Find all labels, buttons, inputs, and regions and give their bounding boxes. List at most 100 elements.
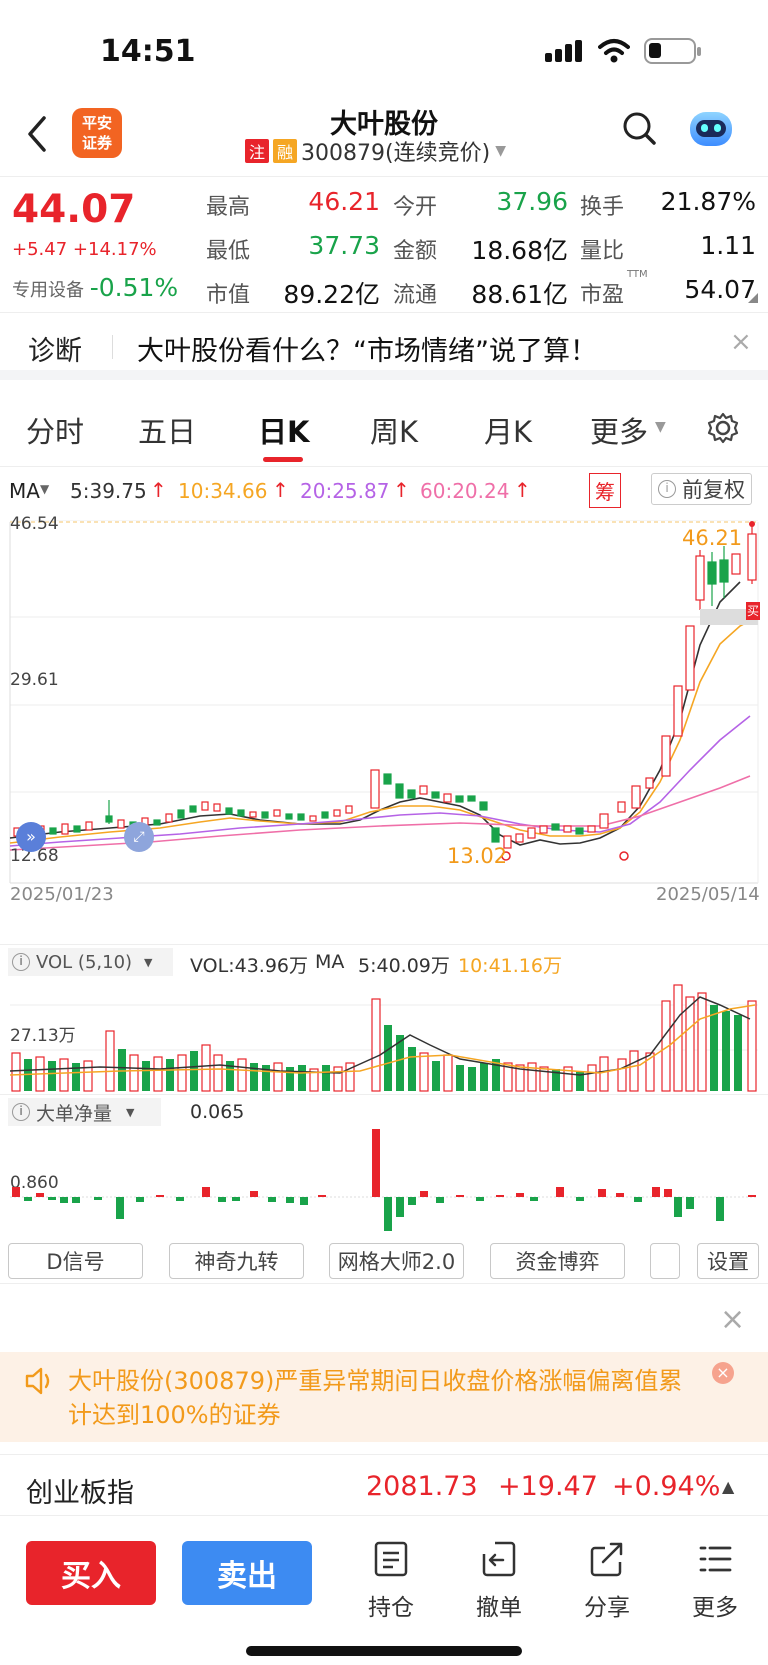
volume-panel[interactable]: i VOL (5,10) ▼ VOL:43.96万 MA 5:40.09万 10… [0,944,768,1094]
speaker-icon [25,1367,50,1395]
sector-percent: -0.51% [89,273,179,302]
ma10-up-arrow: ↑ [272,478,289,502]
adjust-label: 前复权 [682,478,745,502]
risk-notice[interactable]: 大叶股份(300879)严重异常期间日收盘价格涨幅偏离值累计达到100%的证券 … [0,1352,768,1442]
quote-mktcap-value: 89.22亿 [283,280,380,309]
tab-monthly-k[interactable]: 月K [484,415,533,449]
more-label: 更多 [692,1595,738,1621]
info-icon: i [12,1103,30,1121]
ma5-up-arrow: ↑ [150,478,167,502]
chevron-down-icon: ▼ [495,143,506,159]
more-button[interactable]: 更多 [670,1536,760,1621]
stock-header: 平安 证券 大叶股份 注 融 300879(连续竞价) ▼ [0,100,768,175]
quote-open-label: 今开 [393,195,438,220]
quote-mktcap-label: 市值 [206,283,251,308]
position-label: 持仓 [368,1595,414,1621]
kline-svg [9,520,760,884]
notice-close-icon[interactable]: × [712,1362,734,1384]
index-bar[interactable]: 创业板指 2081.73 +19.47 +0.94% ▲ [0,1454,768,1516]
quote-high-label: 最高 [206,195,251,220]
y-axis-mid: 29.61 [10,670,59,690]
ma60-up-arrow: ↑ [514,478,531,502]
chevron-up-icon[interactable]: ▲ [722,1477,735,1496]
volume-ma10: 10:41.16万 [458,955,562,977]
chevron-down-icon: ▼ [655,419,666,435]
cancel-order-button[interactable]: 撤单 [454,1536,544,1621]
diagnosis-text: 大叶股份看什么？“市场情绪”说了算！ [137,336,597,367]
volume-label: VOL (5,10) [36,951,133,973]
date-end: 2025/05/14 [656,884,760,905]
volume-ma5: 5:40.09万 [358,955,450,977]
big-order-y-label: 0.860 [10,1173,59,1193]
last-price: 44.07 [12,187,136,232]
ma-label[interactable]: MA [9,479,40,503]
indicator-settings-button[interactable]: 设置 [697,1243,759,1279]
price-change: +5.47 +14.17% [12,239,157,260]
tab-daily-k[interactable]: 日K [258,415,310,449]
sector-name: 专用设备 [12,280,84,301]
quote-pe-label: 市盈 [580,283,625,308]
quote-low-value: 37.73 [308,231,380,260]
dropdown-icon: ▼ [40,482,50,496]
tab-intraday[interactable]: 分时 [26,415,85,449]
fullscreen-icon[interactable]: ⤢ [124,822,154,852]
blank-indicator-button[interactable] [650,1243,680,1279]
ma-legend: MA ▼ 5:39.75 ↑ 10:34.66 ↑ 20:25.87 ↑ 60:… [0,466,768,510]
ma60-value: 60:20.24 [420,479,510,503]
info-icon: i [658,480,676,498]
info-icon: i [12,953,30,971]
index-value: 2081.73 [366,1471,478,1502]
index-change: +19.47 [498,1471,598,1502]
share-button[interactable]: 分享 [562,1536,652,1621]
date-start: 2025/01/23 [10,884,114,905]
chevron-down-icon: ▼ [144,955,153,969]
position-button[interactable]: 持仓 [346,1536,436,1621]
tab-five-day[interactable]: 五日 [138,415,197,449]
y-axis-low: 12.68 [10,846,59,866]
sell-button[interactable]: 卖出 [182,1541,312,1605]
ad-close-icon[interactable]: × [720,1302,746,1337]
nine-turn-button[interactable]: 神奇九转 [169,1243,304,1279]
grid-master-button[interactable]: 网格大师2.0 [329,1243,464,1279]
quote-pe-value: 54.07 [684,275,756,304]
chip-button[interactable]: 筹 [589,473,621,508]
robot-assistant-icon[interactable] [688,108,734,150]
sector-change[interactable]: 专用设备 -0.51% [12,273,178,302]
quote-float-value: 88.61亿 [471,280,568,309]
stock-code-row[interactable]: 注 融 300879(连续竞价) ▼ [245,137,506,166]
quote-float-label: 流通 [393,283,438,308]
gear-icon[interactable] [706,411,740,445]
change-value: +5.47 [12,239,68,260]
quote-pe-sup: TTM [627,269,648,280]
corner-triangle [748,293,758,303]
fund-game-button[interactable]: 资金博弈 [490,1243,625,1279]
undo-icon [482,1541,516,1577]
back-icon[interactable] [24,114,50,154]
adjust-button[interactable]: i 前复权 [651,473,752,505]
d-signal-button[interactable]: D信号 [8,1243,143,1279]
close-icon[interactable]: × [730,327,752,357]
quote-volratio-label: 量比 [580,239,625,264]
index-name: 创业板指 [26,1478,134,1509]
quote-amount-value: 18.68亿 [471,236,568,265]
index-percent: +0.94% [612,1471,721,1502]
tab-more[interactable]: 更多 [590,415,649,449]
volume-selector[interactable]: i VOL (5,10) ▼ [8,948,173,976]
signal-icon [545,40,585,62]
holdings-icon [374,1541,408,1577]
buy-button[interactable]: 买入 [26,1541,156,1605]
quote-turnover-label: 换手 [580,195,625,220]
big-order-label: 大单净量 [36,1102,113,1125]
big-order-selector[interactable]: i 大单净量 ▼ [8,1098,161,1126]
diagnosis-bar[interactable]: 诊断 大叶股份看什么？“市场情绪”说了算！ × [0,312,768,380]
notice-text: 大叶股份(300879)严重异常期间日收盘价格涨幅偏离值累计达到100%的证券 [68,1367,683,1429]
menu-icon [699,1546,732,1572]
margin-badge-zhu: 注 [245,139,270,163]
big-order-bars [10,1129,758,1231]
tab-weekly-k[interactable]: 周K [370,415,419,449]
search-icon[interactable] [622,111,658,147]
kline-chart[interactable]: 46.54 29.61 12.68 46.21 13.02 买 » ⤢ 2025… [0,510,768,920]
expand-left-icon[interactable]: » [16,822,46,852]
status-bar: 14:51 [0,0,768,100]
big-order-panel[interactable]: i 大单净量 ▼ 0.065 0.860 [0,1094,768,1234]
